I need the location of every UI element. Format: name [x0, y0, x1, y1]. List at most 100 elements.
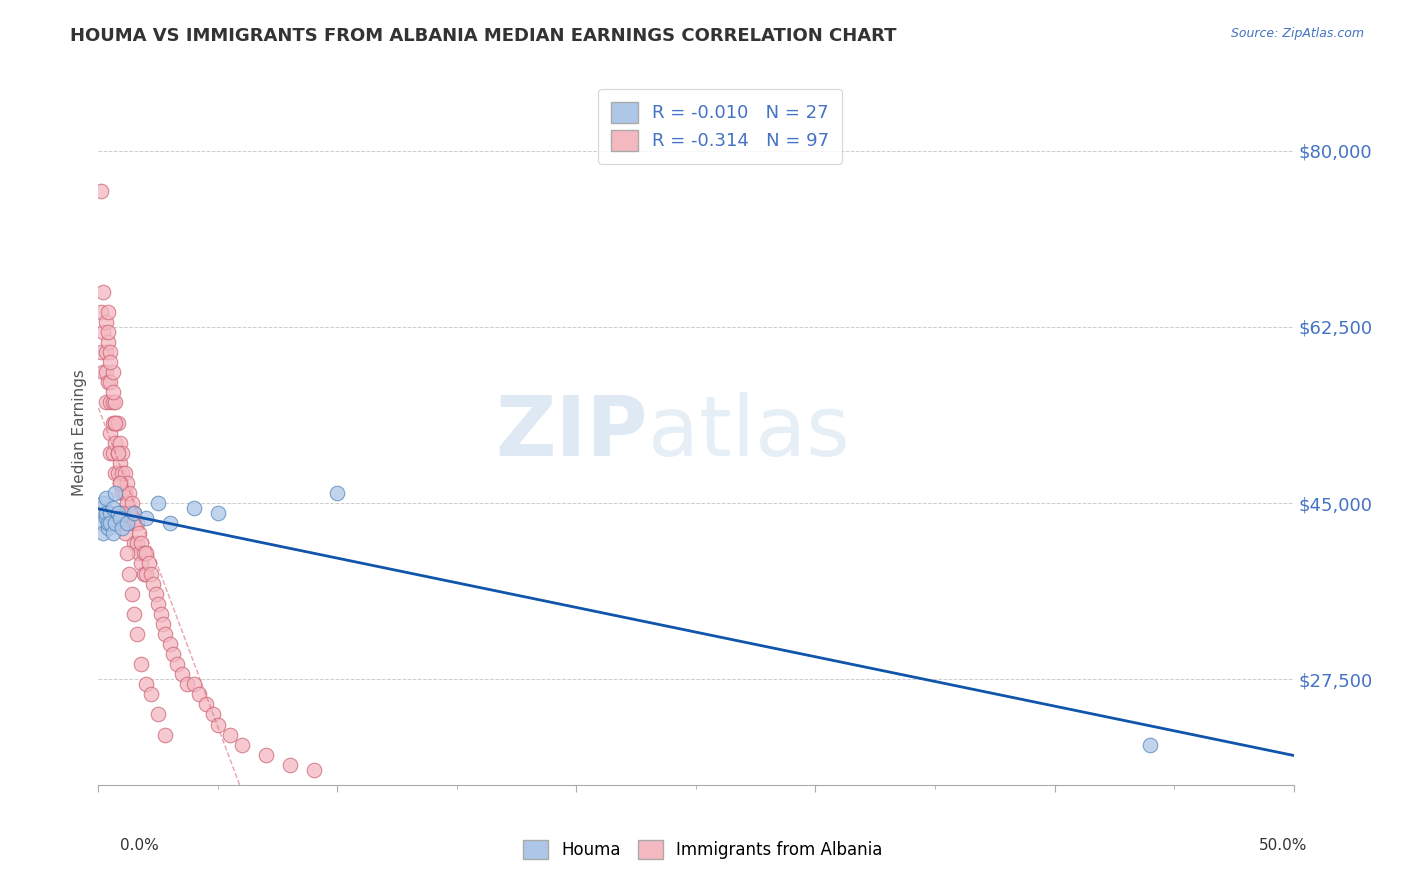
- Point: [135, 546, 157, 560]
- Point: [131, 536, 153, 550]
- Point: [121, 587, 143, 601]
- Point: [125, 536, 148, 550]
- Point: [1139, 738, 1161, 752]
- Point: [162, 647, 184, 661]
- Text: Source: ZipAtlas.com: Source: ZipAtlas.com: [1230, 27, 1364, 40]
- Point: [183, 677, 205, 691]
- Point: [90, 184, 112, 198]
- Point: [159, 637, 181, 651]
- Point: [104, 416, 127, 430]
- Point: [111, 486, 134, 500]
- Point: [90, 305, 112, 319]
- Point: [94, 506, 117, 520]
- Point: [91, 285, 114, 299]
- Legend: Houma, Immigrants from Albania: Houma, Immigrants from Albania: [517, 833, 889, 866]
- Point: [94, 365, 117, 379]
- Point: [90, 501, 112, 516]
- Point: [108, 475, 131, 490]
- Point: [94, 491, 117, 505]
- Point: [128, 546, 150, 560]
- Point: [101, 365, 124, 379]
- Point: [254, 747, 277, 762]
- Point: [97, 334, 120, 349]
- Point: [107, 466, 129, 480]
- Point: [98, 376, 122, 390]
- Point: [131, 557, 153, 571]
- Point: [172, 667, 194, 681]
- Point: [148, 496, 170, 510]
- Point: [98, 516, 122, 531]
- Point: [101, 416, 124, 430]
- Point: [155, 627, 177, 641]
- Point: [94, 345, 117, 359]
- Point: [115, 546, 138, 560]
- Point: [149, 607, 172, 621]
- Point: [121, 516, 143, 531]
- Point: [90, 516, 112, 531]
- Point: [98, 395, 122, 409]
- Point: [124, 506, 146, 520]
- Point: [125, 516, 148, 531]
- Text: ZIP: ZIP: [496, 392, 648, 473]
- Point: [111, 446, 134, 460]
- Point: [166, 657, 188, 672]
- Point: [114, 526, 136, 541]
- Text: 50.0%: 50.0%: [1260, 838, 1308, 854]
- Point: [138, 557, 160, 571]
- Point: [107, 446, 129, 460]
- Point: [90, 345, 112, 359]
- Point: [135, 677, 157, 691]
- Point: [118, 506, 141, 520]
- Point: [139, 566, 162, 581]
- Point: [176, 677, 198, 691]
- Point: [115, 496, 138, 510]
- Point: [118, 486, 141, 500]
- Point: [135, 566, 157, 581]
- Point: [91, 526, 114, 541]
- Point: [97, 325, 120, 339]
- Point: [111, 506, 134, 520]
- Point: [101, 385, 124, 400]
- Point: [145, 587, 167, 601]
- Point: [104, 486, 127, 500]
- Point: [98, 355, 122, 369]
- Point: [91, 325, 114, 339]
- Point: [94, 511, 117, 525]
- Point: [302, 763, 325, 777]
- Text: atlas: atlas: [648, 392, 849, 473]
- Point: [152, 616, 174, 631]
- Point: [101, 501, 124, 516]
- Point: [107, 446, 129, 460]
- Point: [101, 395, 124, 409]
- Point: [104, 395, 127, 409]
- Point: [97, 516, 120, 531]
- Point: [98, 506, 122, 520]
- Text: 0.0%: 0.0%: [120, 838, 159, 854]
- Point: [98, 446, 122, 460]
- Point: [148, 597, 170, 611]
- Point: [124, 607, 146, 621]
- Point: [108, 475, 131, 490]
- Point: [101, 446, 124, 460]
- Y-axis label: Median Earnings: Median Earnings: [72, 369, 87, 496]
- Point: [94, 395, 117, 409]
- Point: [111, 521, 134, 535]
- Point: [108, 435, 131, 450]
- Point: [107, 416, 129, 430]
- Point: [97, 305, 120, 319]
- Point: [115, 516, 138, 531]
- Point: [124, 536, 146, 550]
- Point: [125, 627, 148, 641]
- Point: [104, 466, 127, 480]
- Point: [207, 506, 229, 520]
- Point: [91, 365, 114, 379]
- Point: [121, 496, 143, 510]
- Point: [108, 511, 131, 525]
- Point: [97, 521, 120, 535]
- Point: [128, 526, 150, 541]
- Point: [187, 687, 209, 701]
- Point: [114, 486, 136, 500]
- Point: [135, 511, 157, 525]
- Point: [115, 475, 138, 490]
- Point: [94, 315, 117, 329]
